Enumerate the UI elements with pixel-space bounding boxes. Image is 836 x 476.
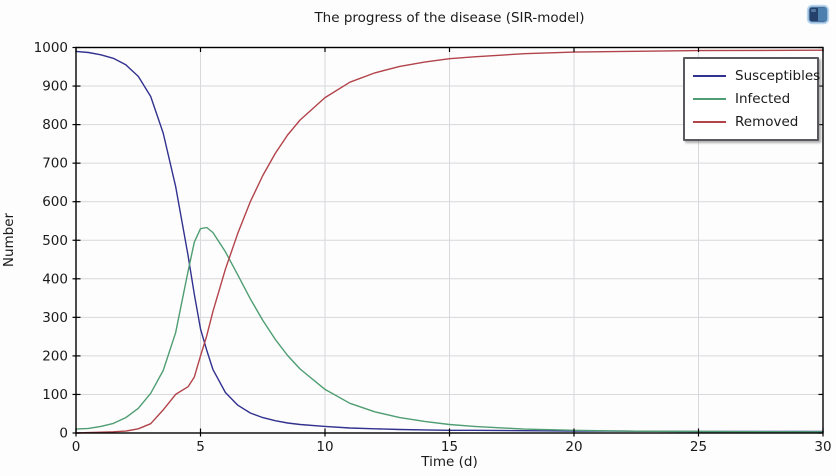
chart-title: The progress of the disease (SIR-model) [314,10,585,26]
x-tick-label: 10 [316,439,333,455]
y-tick-label: 0 [59,426,68,442]
legend-label-infected: Infected [735,90,791,107]
legend-item-susceptibles: Susceptibles [693,64,820,87]
legend-label-susceptibles: Susceptibles [735,67,821,84]
legend-line-swatch-infected [693,97,726,100]
screen-icon-face [818,8,827,21]
x-tick-label: 30 [814,439,831,455]
y-tick-label: 200 [42,348,68,364]
curve-infected [75,226,824,433]
y-tick-label: 900 [42,79,68,95]
legend-item-removed: Removed [693,110,809,133]
x-tick-label: 20 [565,439,582,455]
screen-icon-glint [811,9,816,12]
y-tick-label: 1000 [34,40,68,56]
y-tick-label: 400 [42,271,68,287]
legend-item-infected: Infected [693,87,809,110]
legend-line-swatch-susceptibles [693,74,726,77]
y-tick-label: 600 [42,194,68,210]
y-tick-label: 500 [42,233,68,249]
screen-icon [805,3,831,27]
x-tick-label: 15 [441,439,458,455]
x-tick-label: 0 [72,439,81,455]
x-tick-label: 25 [690,439,707,455]
y-tick-label: 100 [42,387,68,403]
legend-label-removed: Removed [735,113,799,130]
y-axis-label: Number [1,212,17,268]
screen-icon-glow [806,4,830,25]
x-tick-label: 5 [196,439,205,455]
curve-removed [75,49,824,434]
x-axis-label: Time (d) [421,454,478,470]
legend: Susceptibles Infected Removed [683,57,820,141]
legend-line-swatch-removed [693,120,726,123]
y-tick-label: 700 [42,156,68,172]
y-tick-label: 800 [42,117,68,133]
curve-susceptibles [75,50,824,433]
y-tick-label: 300 [42,310,68,326]
